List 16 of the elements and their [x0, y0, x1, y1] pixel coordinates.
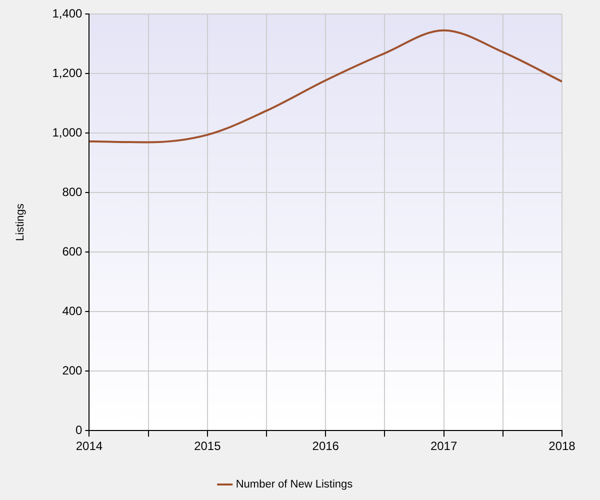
y-tick-label: 200: [62, 363, 83, 378]
y-tick-label: 1,200: [52, 66, 83, 80]
legend-label: Number of New Listings: [236, 478, 354, 491]
line-series: [89, 29, 562, 144]
y-axis-title: Listings: [14, 203, 27, 241]
y-tick-label: 600: [62, 244, 83, 258]
y-tick-label: 800: [62, 184, 83, 199]
y-tick-label: 1,000: [52, 125, 83, 140]
y-tick-label: 0: [76, 422, 83, 437]
y-tick-label: 400: [62, 304, 83, 318]
x-tick-label: 2018: [548, 439, 576, 454]
y-tick-label: 1,400: [52, 6, 83, 20]
x-tick-label: 2014: [76, 439, 103, 454]
x-tick-label: 2015: [194, 439, 222, 454]
x-tick-label: 2016: [312, 439, 340, 454]
x-tick-label: 2017: [430, 439, 458, 454]
